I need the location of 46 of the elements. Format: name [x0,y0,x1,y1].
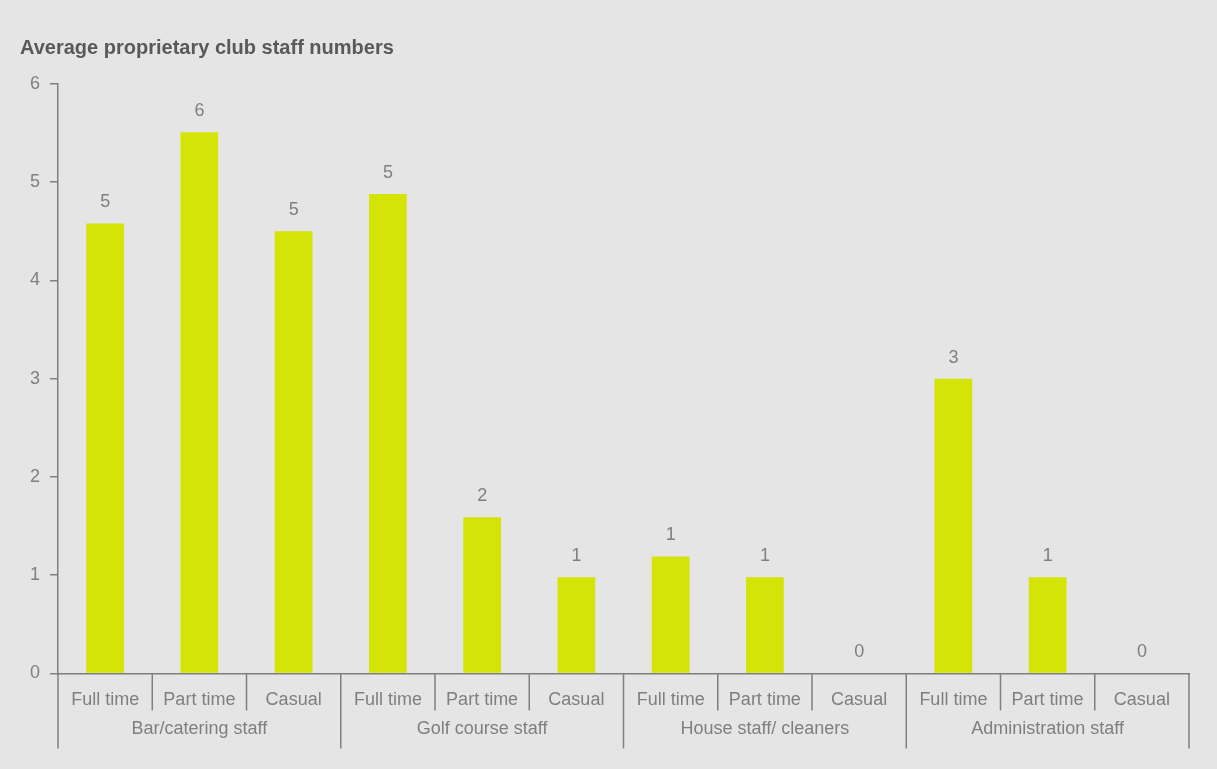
bar [934,378,973,673]
data-label: 1 [1042,545,1053,566]
data-label: 2 [477,485,488,506]
x-tick-label: Casual [548,689,605,710]
text: Golf course staff [416,718,549,739]
x-tick-label: Part time [1011,689,1084,710]
bar [651,556,690,673]
y-tick-label: 3 [30,367,41,388]
bar [463,517,501,673]
text: Administration staff [971,718,1125,739]
bar [369,194,407,673]
data-label: 0 [1136,641,1147,662]
data-label: 6 [194,100,205,121]
x-tick-label: Part time [728,689,801,710]
y-tick-label: 5 [30,171,41,192]
y-tick-label: 0 [30,662,41,683]
y-tick-label: 2 [30,465,41,486]
data-label: 5 [382,161,393,182]
x-tick-label: Full time [636,689,705,710]
x-tick-label: Part time [446,689,519,710]
y-tick-label: 6 [30,72,41,93]
data-label: 5 [100,191,111,212]
x-tick-label: Casual [831,689,888,710]
bar [180,132,219,673]
x-tick-label: Casual [265,689,322,710]
data-label: 3 [948,346,959,367]
x-tick-label: Casual [1113,689,1170,710]
y-tick-label: 1 [30,564,41,585]
data-label: 0 [854,641,865,662]
data-label: 1 [665,524,676,545]
bar [746,577,784,673]
y-tick-label: 4 [30,269,41,290]
bar [274,231,313,673]
text: House staff/ cleaners [680,718,850,739]
x-tick-label: Part time [163,689,236,710]
x-tick-label: Full time [353,689,422,710]
chart-title: Average proprietary club staff numbers [20,35,394,58]
bar [86,223,124,673]
data-label: 1 [759,545,770,566]
data-label: 5 [288,199,299,220]
x-tick-label: Full time [919,689,988,710]
bar [557,577,596,673]
bar [1028,577,1067,673]
x-tick-label: Full time [71,689,140,710]
text: Bar/catering staff [131,718,269,739]
data-label: 1 [571,545,582,566]
